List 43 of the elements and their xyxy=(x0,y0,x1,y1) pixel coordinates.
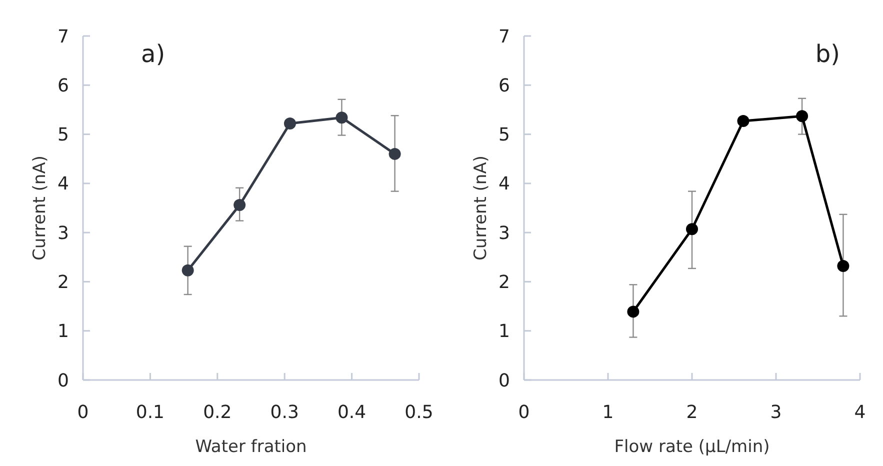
y-axis-title: Current (nA) xyxy=(30,156,50,260)
y-tick-label: 1 xyxy=(498,321,510,342)
x-tick-label: 1 xyxy=(602,402,614,423)
y-tick-label: 3 xyxy=(58,222,69,244)
x-tick-label: 0.2 xyxy=(203,402,232,423)
y-tick-label: 0 xyxy=(498,370,510,392)
y-tick-label: 7 xyxy=(498,26,510,48)
point xyxy=(837,260,850,272)
y-tick-label: 3 xyxy=(498,222,510,244)
x-tick-label: 0 xyxy=(77,402,89,423)
y-tick-label: 6 xyxy=(58,75,69,96)
x-tick-label: 3 xyxy=(770,402,782,423)
y-tick-label: 4 xyxy=(498,174,510,195)
y-tick-label: 6 xyxy=(498,75,510,96)
point xyxy=(737,115,750,128)
x-tick-label: 4 xyxy=(854,402,866,423)
x-axis-title: Water fration xyxy=(195,437,307,457)
point xyxy=(686,223,698,236)
x-tick-label: 0.1 xyxy=(136,402,165,423)
y-tick-label: 5 xyxy=(498,124,510,146)
y-tick-label: 2 xyxy=(58,272,69,294)
point xyxy=(388,148,401,160)
point xyxy=(284,117,296,130)
y-tick-label: 0 xyxy=(58,370,69,392)
x-tick-label: 0.3 xyxy=(270,402,299,423)
y-tick-label: 4 xyxy=(58,174,69,195)
point xyxy=(796,110,808,122)
x-tick-label: 0.5 xyxy=(404,402,434,423)
point xyxy=(234,199,246,212)
chart-title: a) xyxy=(141,40,166,68)
point xyxy=(336,112,348,124)
point xyxy=(627,306,640,318)
x-axis-title: Flow rate (µL/min) xyxy=(614,437,770,457)
y-tick-label: 5 xyxy=(58,124,69,146)
x-tick-label: 0 xyxy=(518,402,530,423)
chart-title: b) xyxy=(815,40,840,68)
point xyxy=(182,264,194,276)
y-tick-label: 7 xyxy=(58,26,69,48)
y-tick-label: 1 xyxy=(58,321,69,342)
y-tick-label: 2 xyxy=(498,272,510,294)
x-tick-label: 0.4 xyxy=(337,402,366,423)
x-tick-label: 2 xyxy=(686,402,698,423)
y-axis-title: Current (nA) xyxy=(471,156,491,260)
